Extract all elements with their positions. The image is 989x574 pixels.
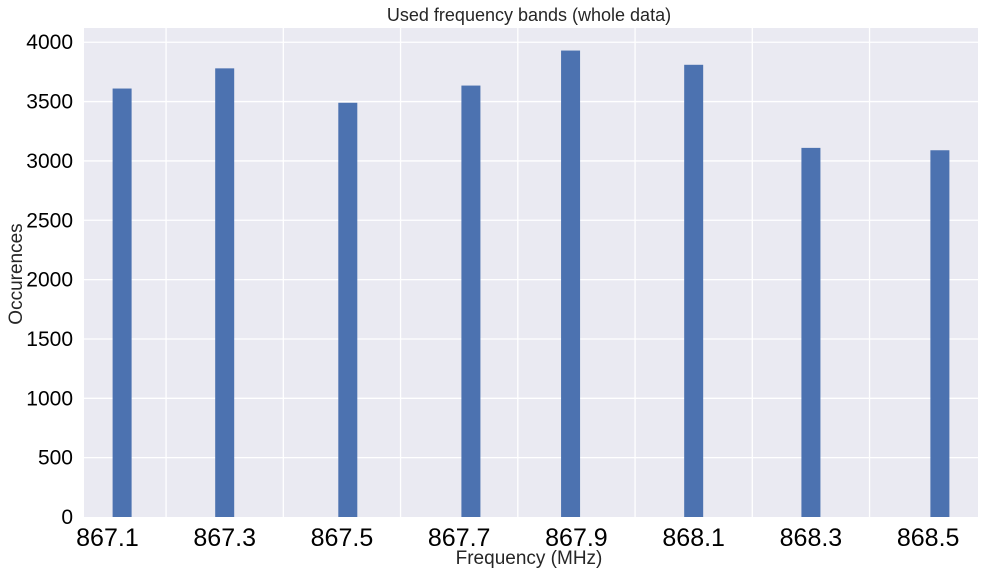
x-tick-label: 868.5 bbox=[897, 524, 960, 552]
bar-867.7 bbox=[461, 85, 481, 517]
y-tick-label: 500 bbox=[38, 447, 73, 470]
bar-867.9 bbox=[561, 50, 581, 518]
y-tick-label: 0 bbox=[61, 506, 73, 529]
x-tick-label: 867.3 bbox=[193, 524, 256, 552]
x-tick-label: 867.5 bbox=[311, 524, 374, 552]
bar-868.1 bbox=[684, 64, 704, 517]
bar-868.3 bbox=[801, 147, 821, 517]
y-tick-label: 3500 bbox=[26, 91, 73, 114]
bar-867.3 bbox=[215, 68, 235, 517]
y-tick-label: 2500 bbox=[26, 209, 73, 232]
y-axis-title: Occurences bbox=[6, 223, 27, 324]
bar-867.5 bbox=[338, 102, 358, 518]
y-tick-label: 1500 bbox=[26, 328, 73, 351]
x-tick-label: 867.7 bbox=[428, 524, 491, 552]
x-tick-label: 867.1 bbox=[76, 524, 139, 552]
y-tick-label: 1000 bbox=[26, 387, 73, 410]
y-tick-label: 3000 bbox=[26, 150, 73, 173]
x-tick-label: 868.1 bbox=[662, 524, 725, 552]
bar-868.5 bbox=[930, 150, 950, 517]
y-tick-label: 4000 bbox=[26, 31, 73, 54]
bars bbox=[112, 50, 950, 518]
bar-867.1 bbox=[112, 88, 132, 517]
y-tick-label: 2000 bbox=[26, 269, 73, 292]
x-axis-title: Frequency (MHz) bbox=[456, 548, 603, 569]
x-tick-labels: 867.1 867.3 867.5 867.7 867.9 868.1 868.3 868.5 bbox=[76, 524, 959, 552]
x-tick-label: 867.9 bbox=[545, 524, 608, 552]
x-tick-label: 868.3 bbox=[780, 524, 843, 552]
chart-title: Used frequency bands (whole data) bbox=[387, 5, 671, 25]
y-tick-labels: 0 500 1000 1500 2000 2500 3000 3500 4000 bbox=[26, 31, 73, 529]
